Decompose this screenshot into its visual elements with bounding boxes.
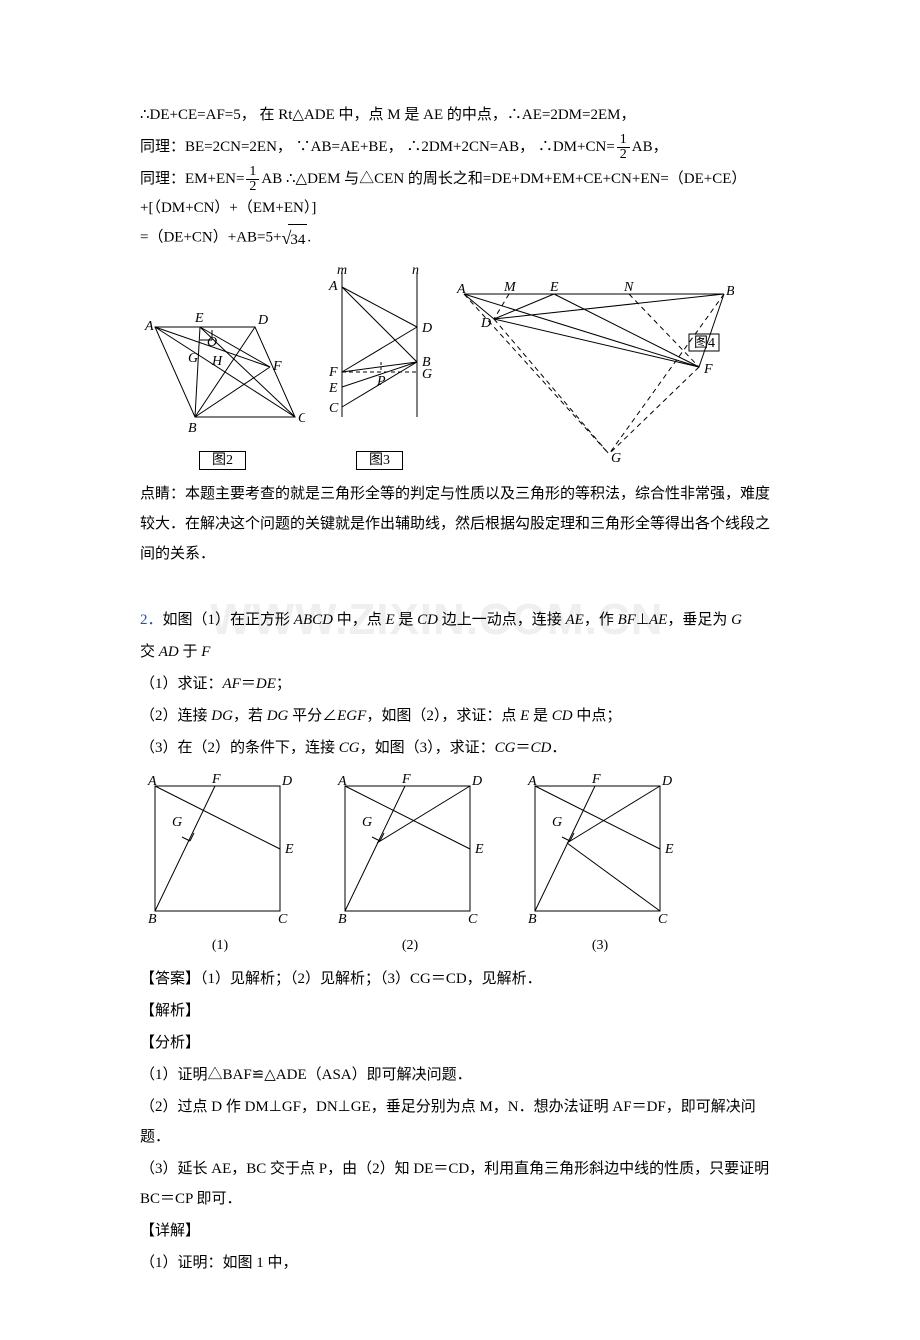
svg-text:F: F [211,772,221,787]
q2-part3: （3）在（2）的条件下，连接 CG，如图（3），求证：CG＝CD． [140,733,780,763]
svg-text:E: E [194,311,204,326]
math-line-2b: AB， [632,139,668,155]
svg-text:E: E [549,280,559,295]
proof-1: （1）证明：如图 1 中， [140,1248,780,1278]
fenxi-line: 【分析】 [140,1028,780,1058]
svg-text:B: B [338,912,347,927]
svg-text:C: C [468,912,478,927]
math-line-5a: =（DE+CN）+AB=5+ [140,230,281,246]
figure-3-caption: 图3 [307,449,452,469]
xiangjie-line: 【详解】 [140,1216,780,1246]
svg-text:E: E [328,381,338,396]
svg-text:D: D [480,316,491,331]
math-line-2a: 同理：BE=2CN=2EN， ∵AB=AE+BE， ∴2DM+2CN=AB， ∴… [140,139,615,155]
square-fig-3-caption: (3) [520,938,680,954]
q2-stem-line1: 2．如图（1）在正方形 ABCD 中，点 E 是 CD 边上一动点，连接 AE，… [140,605,780,635]
analysis-2: （2）过点 D 作 DM⊥GF，DN⊥GE，垂足分别为点 M，N．想办法证明 A… [140,1092,780,1152]
svg-text:A: A [337,774,347,789]
jiexi-line: 【解析】 [140,996,780,1026]
page-content: ∴DE+CE=AF=5， 在 Rt△ADE 中，点 M 是 AE 的中点，∴AE… [140,100,780,1278]
square-fig-1-caption: (1) [140,938,300,954]
q2-number: 2． [140,612,163,628]
svg-text:D: D [471,774,482,789]
figures-row-1: A E D O G H F B C 图2 [140,262,780,469]
square-fig-2-caption: (2) [330,938,490,954]
svg-text:D: D [281,774,292,789]
svg-text:F: F [703,362,713,377]
svg-text:n: n [412,263,419,278]
svg-text:D: D [257,313,268,328]
svg-text:F: F [272,359,282,374]
svg-text:A: A [147,774,157,789]
svg-text:C: C [658,912,668,927]
figure-3: m n A D B F P G E C 图3 [307,262,452,469]
svg-text:A: A [328,279,338,294]
svg-text:C: C [278,912,288,927]
svg-text:N: N [623,280,634,295]
svg-text:G: G [611,451,621,464]
svg-text:M: M [503,280,517,295]
math-line-4: +[（DM+CN）+（EM+EN）] [140,196,780,220]
svg-text:G: G [422,367,432,382]
analysis-3: （3）延长 AE，BC 交于点 P，由（2）知 DE＝CD，利用直角三角形斜边中… [140,1154,780,1214]
answer-line: 【答案】（1）见解析；（2）见解析；（3）CG＝CD，见解析． [140,964,780,994]
math-line-5b: . [307,230,311,246]
svg-text:P: P [376,374,386,389]
svg-text:F: F [401,772,411,787]
svg-text:B: B [148,912,157,927]
svg-text:C: C [298,411,305,426]
svg-text:B: B [726,284,734,299]
math-line-3b: AB ∴△DEM 与△CEN 的周长之和=DE+DM+EM+CE+CN+EN=（… [261,171,746,187]
svg-text:A: A [456,282,466,297]
q2-part2: （2）连接 DG，若 DG 平分∠EGF，如图（2），求证：点 E 是 CD 中… [140,701,780,731]
svg-text:O: O [207,335,217,350]
fraction-half-1: 12 [617,133,630,162]
square-fig-1: A F D G E B C (1) [140,771,300,954]
svg-text:G: G [188,351,198,366]
svg-text:F: F [591,772,601,787]
q2-stem-line2: 交 AD 于 F [140,637,780,667]
figure-2: A E D O G H F B C 图2 [140,302,305,469]
svg-text:F: F [328,365,338,380]
svg-text:E: E [664,842,674,857]
svg-text:C: C [329,401,339,416]
svg-text:D: D [421,321,432,336]
q2-part1: （1）求证：AF＝DE； [140,669,780,699]
math-line-3: 同理：EM+EN=12AB ∴△DEM 与△CEN 的周长之和=DE+DM+EM… [140,164,780,194]
svg-text:H: H [211,354,223,369]
dianjing-text: 点睛：本题主要考查的就是三角形全等的判定与性质以及三角形的等积法，综合性非常强，… [140,479,780,569]
svg-text:m: m [337,263,347,278]
math-line-2: 同理：BE=2CN=2EN， ∵AB=AE+BE， ∴2DM+2CN=AB， ∴… [140,132,780,162]
figure-2-caption: 图2 [140,449,305,469]
analysis-1: （1）证明△BAF≌△ADE（ASA）即可解决问题． [140,1060,780,1090]
svg-text:E: E [284,842,294,857]
math-line-1: ∴DE+CE=AF=5， 在 Rt△ADE 中，点 M 是 AE 的中点，∴AE… [140,100,780,130]
svg-text:D: D [661,774,672,789]
svg-text:图4: 图4 [694,336,715,351]
svg-text:A: A [144,319,154,334]
figure-4: A M E N B D F G 图4 [454,279,734,469]
math-line-5: =（DE+CN）+AB=5+√34. [140,220,780,256]
square-fig-2: A F D G E B C (2) [330,771,490,954]
fraction-half-2: 12 [246,165,259,194]
svg-text:B: B [188,421,197,436]
spacer-1 [140,573,780,605]
svg-text:G: G [552,815,562,830]
svg-text:G: G [172,815,182,830]
figures-row-2: A F D G E B C (1) A F [140,771,780,954]
math-line-3a: 同理：EM+EN= [140,171,244,187]
svg-text:A: A [527,774,537,789]
sqrt-34: √34 [281,220,307,256]
svg-text:B: B [528,912,537,927]
svg-text:G: G [362,815,372,830]
svg-text:E: E [474,842,484,857]
square-fig-3: A F D G E B C (3) [520,771,680,954]
